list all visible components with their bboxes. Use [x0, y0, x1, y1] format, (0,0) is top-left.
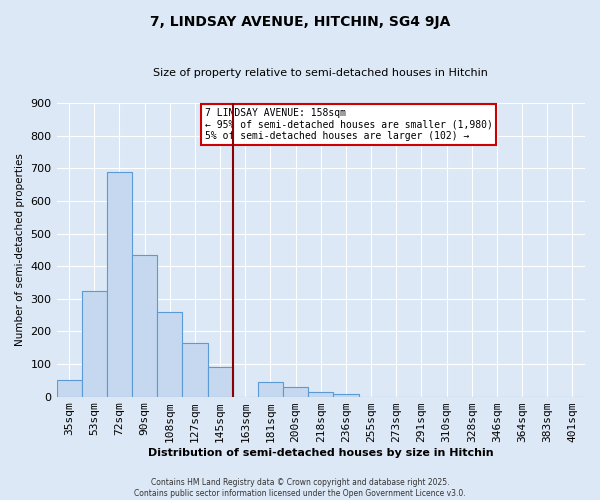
- Bar: [258, 382, 283, 396]
- Y-axis label: Number of semi-detached properties: Number of semi-detached properties: [15, 154, 25, 346]
- Bar: [132, 255, 157, 396]
- Text: 7 LINDSAY AVENUE: 158sqm
← 95% of semi-detached houses are smaller (1,980)
5% of: 7 LINDSAY AVENUE: 158sqm ← 95% of semi-d…: [205, 108, 493, 141]
- Bar: [334, 394, 359, 396]
- Text: Contains HM Land Registry data © Crown copyright and database right 2025.
Contai: Contains HM Land Registry data © Crown c…: [134, 478, 466, 498]
- Bar: [283, 388, 308, 396]
- Bar: [308, 392, 334, 396]
- Bar: [157, 312, 182, 396]
- Bar: [208, 368, 233, 396]
- Bar: [82, 290, 107, 397]
- Bar: [107, 172, 132, 396]
- Bar: [56, 380, 82, 396]
- X-axis label: Distribution of semi-detached houses by size in Hitchin: Distribution of semi-detached houses by …: [148, 448, 494, 458]
- Bar: [182, 343, 208, 396]
- Text: 7, LINDSAY AVENUE, HITCHIN, SG4 9JA: 7, LINDSAY AVENUE, HITCHIN, SG4 9JA: [150, 15, 450, 29]
- Title: Size of property relative to semi-detached houses in Hitchin: Size of property relative to semi-detach…: [154, 68, 488, 78]
